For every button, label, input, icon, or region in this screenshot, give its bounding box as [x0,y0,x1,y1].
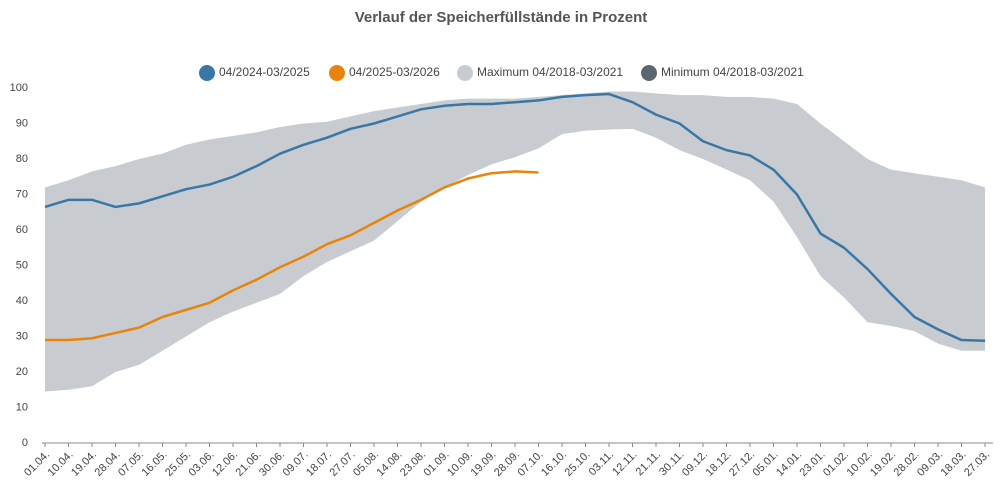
chart-title: Verlauf der Speicherfüllstände in Prozen… [355,9,648,26]
x-tick-label: 21.11. [634,449,664,479]
x-tick-label: 09.03. [915,449,945,479]
y-tick-label: 10 [16,401,28,413]
x-tick-label: 16.05. [140,449,170,479]
series-line [44,92,986,343]
x-tick-label: 10.02. [845,449,875,479]
x-tick-label: 18.03. [939,449,969,479]
x-tick-label: 28.02. [892,449,922,479]
x-tick-label: 01.09. [422,449,452,479]
x-tick-label: 10.04. [46,449,76,479]
y-tick-label: 30 [16,330,28,342]
x-tick-label: 19.02. [868,449,898,479]
legend-marker [641,65,657,81]
x-tick-label: 25.05. [163,449,193,479]
x-tick-label: 25.10. [563,449,593,479]
legend-marker [457,65,473,81]
y-tick-label: 0 [22,437,28,449]
x-tick-label: 16.10. [539,449,569,479]
y-tick-label: 70 [16,188,28,200]
legend-label: Minimum 04/2018-03/2021 [661,65,804,79]
x-tick-label: 19.09. [469,449,499,479]
x-tick-label: 05.01. [751,449,781,479]
series-line [45,170,539,342]
x-tick-label: 12.11. [610,449,640,479]
x-tick-label: 27.03. [962,449,992,479]
x-tick-label: 09.12. [680,449,710,479]
x-tick-label: 01.04. [22,449,52,479]
x-tick-label: 03.06. [187,449,217,479]
x-tick-label: 14.08. [375,449,405,479]
x-tick-label: 14.01. [774,449,804,479]
x-tick-label: 01.02. [821,449,851,479]
y-tick-label: 40 [16,295,28,307]
x-tick-label: 12.06. [210,449,240,479]
x-tick-label: 07.10. [516,449,546,479]
legend-label: Maximum 04/2018-03/2021 [477,65,623,79]
x-tick-label: 28.04. [93,449,123,479]
x-tick-label: 21.06. [234,449,264,479]
x-tick-label: 18.12. [704,449,734,479]
x-tick-label: 30.06. [257,449,287,479]
x-tick-label: 23.08. [398,449,428,479]
y-tick-label: 80 [16,153,28,165]
y-tick-label: 50 [16,259,28,271]
x-tick-label: 09.07. [281,449,311,479]
x-tick-label: 03.11. [587,449,617,479]
y-tick-label: 60 [16,224,28,236]
x-tick-label: 19.04. [69,449,99,479]
y-tick-label: 20 [16,366,28,378]
x-tick-label: 18.07. [304,449,334,479]
x-tick-label: 23.01. [798,449,828,479]
x-tick-label: 28.09. [492,449,522,479]
x-tick-label: 05.08. [351,449,381,479]
y-tick-label: 100 [10,82,28,94]
x-tick-label: 10.09. [445,449,475,479]
legend-marker [199,65,215,81]
legend-marker [329,65,345,81]
x-tick-label: 27.12. [727,449,757,479]
range-band [45,91,985,392]
legend-label: 04/2024-03/2025 [219,65,310,79]
legend-label: 04/2025-03/2026 [349,65,440,79]
x-tick-label: 07.05. [116,449,146,479]
y-tick-label: 90 [16,117,28,129]
x-tick-label: 27.07. [328,449,358,479]
